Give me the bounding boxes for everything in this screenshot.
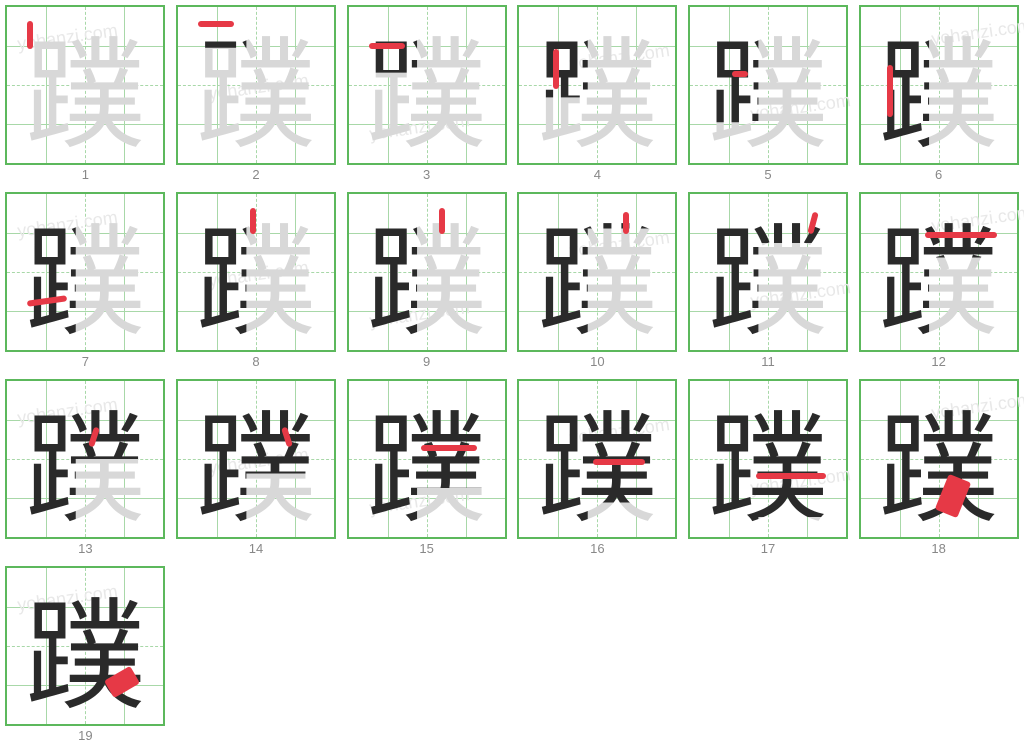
cell-frame: yohanzi.com蹼蹼 bbox=[859, 192, 1019, 352]
cell-frame: yohanzi.com蹼蹼 bbox=[347, 5, 507, 165]
character-progress: 蹼 bbox=[7, 381, 163, 537]
cell-frame: yohanzi.com蹼蹼 bbox=[5, 5, 165, 165]
cell-frame: yohanzi.com蹼蹼 bbox=[176, 5, 336, 165]
stroke-step-cell: yohanzi.com蹼蹼17 bbox=[688, 379, 849, 556]
cell-frame: yohanzi.com蹼蹼 bbox=[688, 192, 848, 352]
stroke-step-cell: yohanzi.com蹼蹼9 bbox=[346, 192, 507, 369]
character-progress: 蹼 bbox=[690, 7, 846, 163]
cell-frame: yohanzi.com蹼蹼 bbox=[517, 379, 677, 539]
stroke-step-cell: yohanzi.com蹼蹼2 bbox=[176, 5, 337, 182]
stroke-step-cell: yohanzi.com蹼蹼6 bbox=[858, 5, 1019, 182]
cell-frame: yohanzi.com蹼蹼 bbox=[5, 566, 165, 726]
character-progress: 蹼 bbox=[519, 194, 675, 350]
stroke-step-cell: yohanzi.com蹼蹼16 bbox=[517, 379, 678, 556]
stroke-step-cell: yohanzi.com蹼蹼3 bbox=[346, 5, 507, 182]
stroke-step-cell: yohanzi.com蹼蹼18 bbox=[858, 379, 1019, 556]
stroke-step-cell: yohanzi.com蹼蹼13 bbox=[5, 379, 166, 556]
cell-frame: yohanzi.com蹼蹼 bbox=[517, 5, 677, 165]
character-progress: 蹼 bbox=[861, 381, 1017, 537]
stroke-step-cell: yohanzi.com蹼蹼1 bbox=[5, 5, 166, 182]
cell-frame: yohanzi.com蹼蹼 bbox=[5, 192, 165, 352]
character-progress: 蹼 bbox=[178, 381, 334, 537]
stroke-step-cell: yohanzi.com蹼蹼10 bbox=[517, 192, 678, 369]
character-progress: 蹼 bbox=[519, 7, 675, 163]
cell-frame: yohanzi.com蹼蹼 bbox=[347, 379, 507, 539]
character-progress: 蹼 bbox=[349, 381, 505, 537]
cell-frame: yohanzi.com蹼蹼 bbox=[176, 379, 336, 539]
cell-frame: yohanzi.com蹼蹼 bbox=[347, 192, 507, 352]
character-progress: 蹼 bbox=[178, 194, 334, 350]
stroke-step-cell: yohanzi.com蹼蹼14 bbox=[176, 379, 337, 556]
character-progress: 蹼 bbox=[349, 7, 505, 163]
stroke-step-cell: yohanzi.com蹼蹼12 bbox=[858, 192, 1019, 369]
character-progress: 蹼 bbox=[690, 381, 846, 537]
cell-frame: yohanzi.com蹼蹼 bbox=[859, 379, 1019, 539]
cell-frame: yohanzi.com蹼蹼 bbox=[5, 379, 165, 539]
cell-frame: yohanzi.com蹼蹼 bbox=[859, 5, 1019, 165]
stroke-step-cell: yohanzi.com蹼蹼7 bbox=[5, 192, 166, 369]
character-progress: 蹼 bbox=[349, 194, 505, 350]
stroke-step-cell: yohanzi.com蹼蹼4 bbox=[517, 5, 678, 182]
cell-frame: yohanzi.com蹼蹼 bbox=[688, 5, 848, 165]
stroke-order-grid: yohanzi.com蹼蹼1yohanzi.com蹼蹼2yohanzi.com蹼… bbox=[0, 0, 1024, 748]
cell-frame: yohanzi.com蹼蹼 bbox=[176, 192, 336, 352]
character-progress: 蹼 bbox=[690, 194, 846, 350]
stroke-step-cell: yohanzi.com蹼蹼11 bbox=[688, 192, 849, 369]
character-progress: 蹼 bbox=[519, 381, 675, 537]
cell-frame: yohanzi.com蹼蹼 bbox=[688, 379, 848, 539]
stroke-step-cell: yohanzi.com蹼蹼5 bbox=[688, 5, 849, 182]
character-progress: 蹼 bbox=[7, 7, 163, 163]
character-progress: 蹼 bbox=[178, 7, 334, 163]
stroke-step-cell: yohanzi.com蹼蹼19 bbox=[5, 566, 166, 743]
character-progress: 蹼 bbox=[7, 194, 163, 350]
cell-frame: yohanzi.com蹼蹼 bbox=[517, 192, 677, 352]
character-progress: 蹼 bbox=[861, 7, 1017, 163]
character-progress: 蹼 bbox=[861, 194, 1017, 350]
stroke-step-cell: yohanzi.com蹼蹼15 bbox=[346, 379, 507, 556]
stroke-step-cell: yohanzi.com蹼蹼8 bbox=[176, 192, 337, 369]
character-progress: 蹼 bbox=[7, 568, 163, 724]
